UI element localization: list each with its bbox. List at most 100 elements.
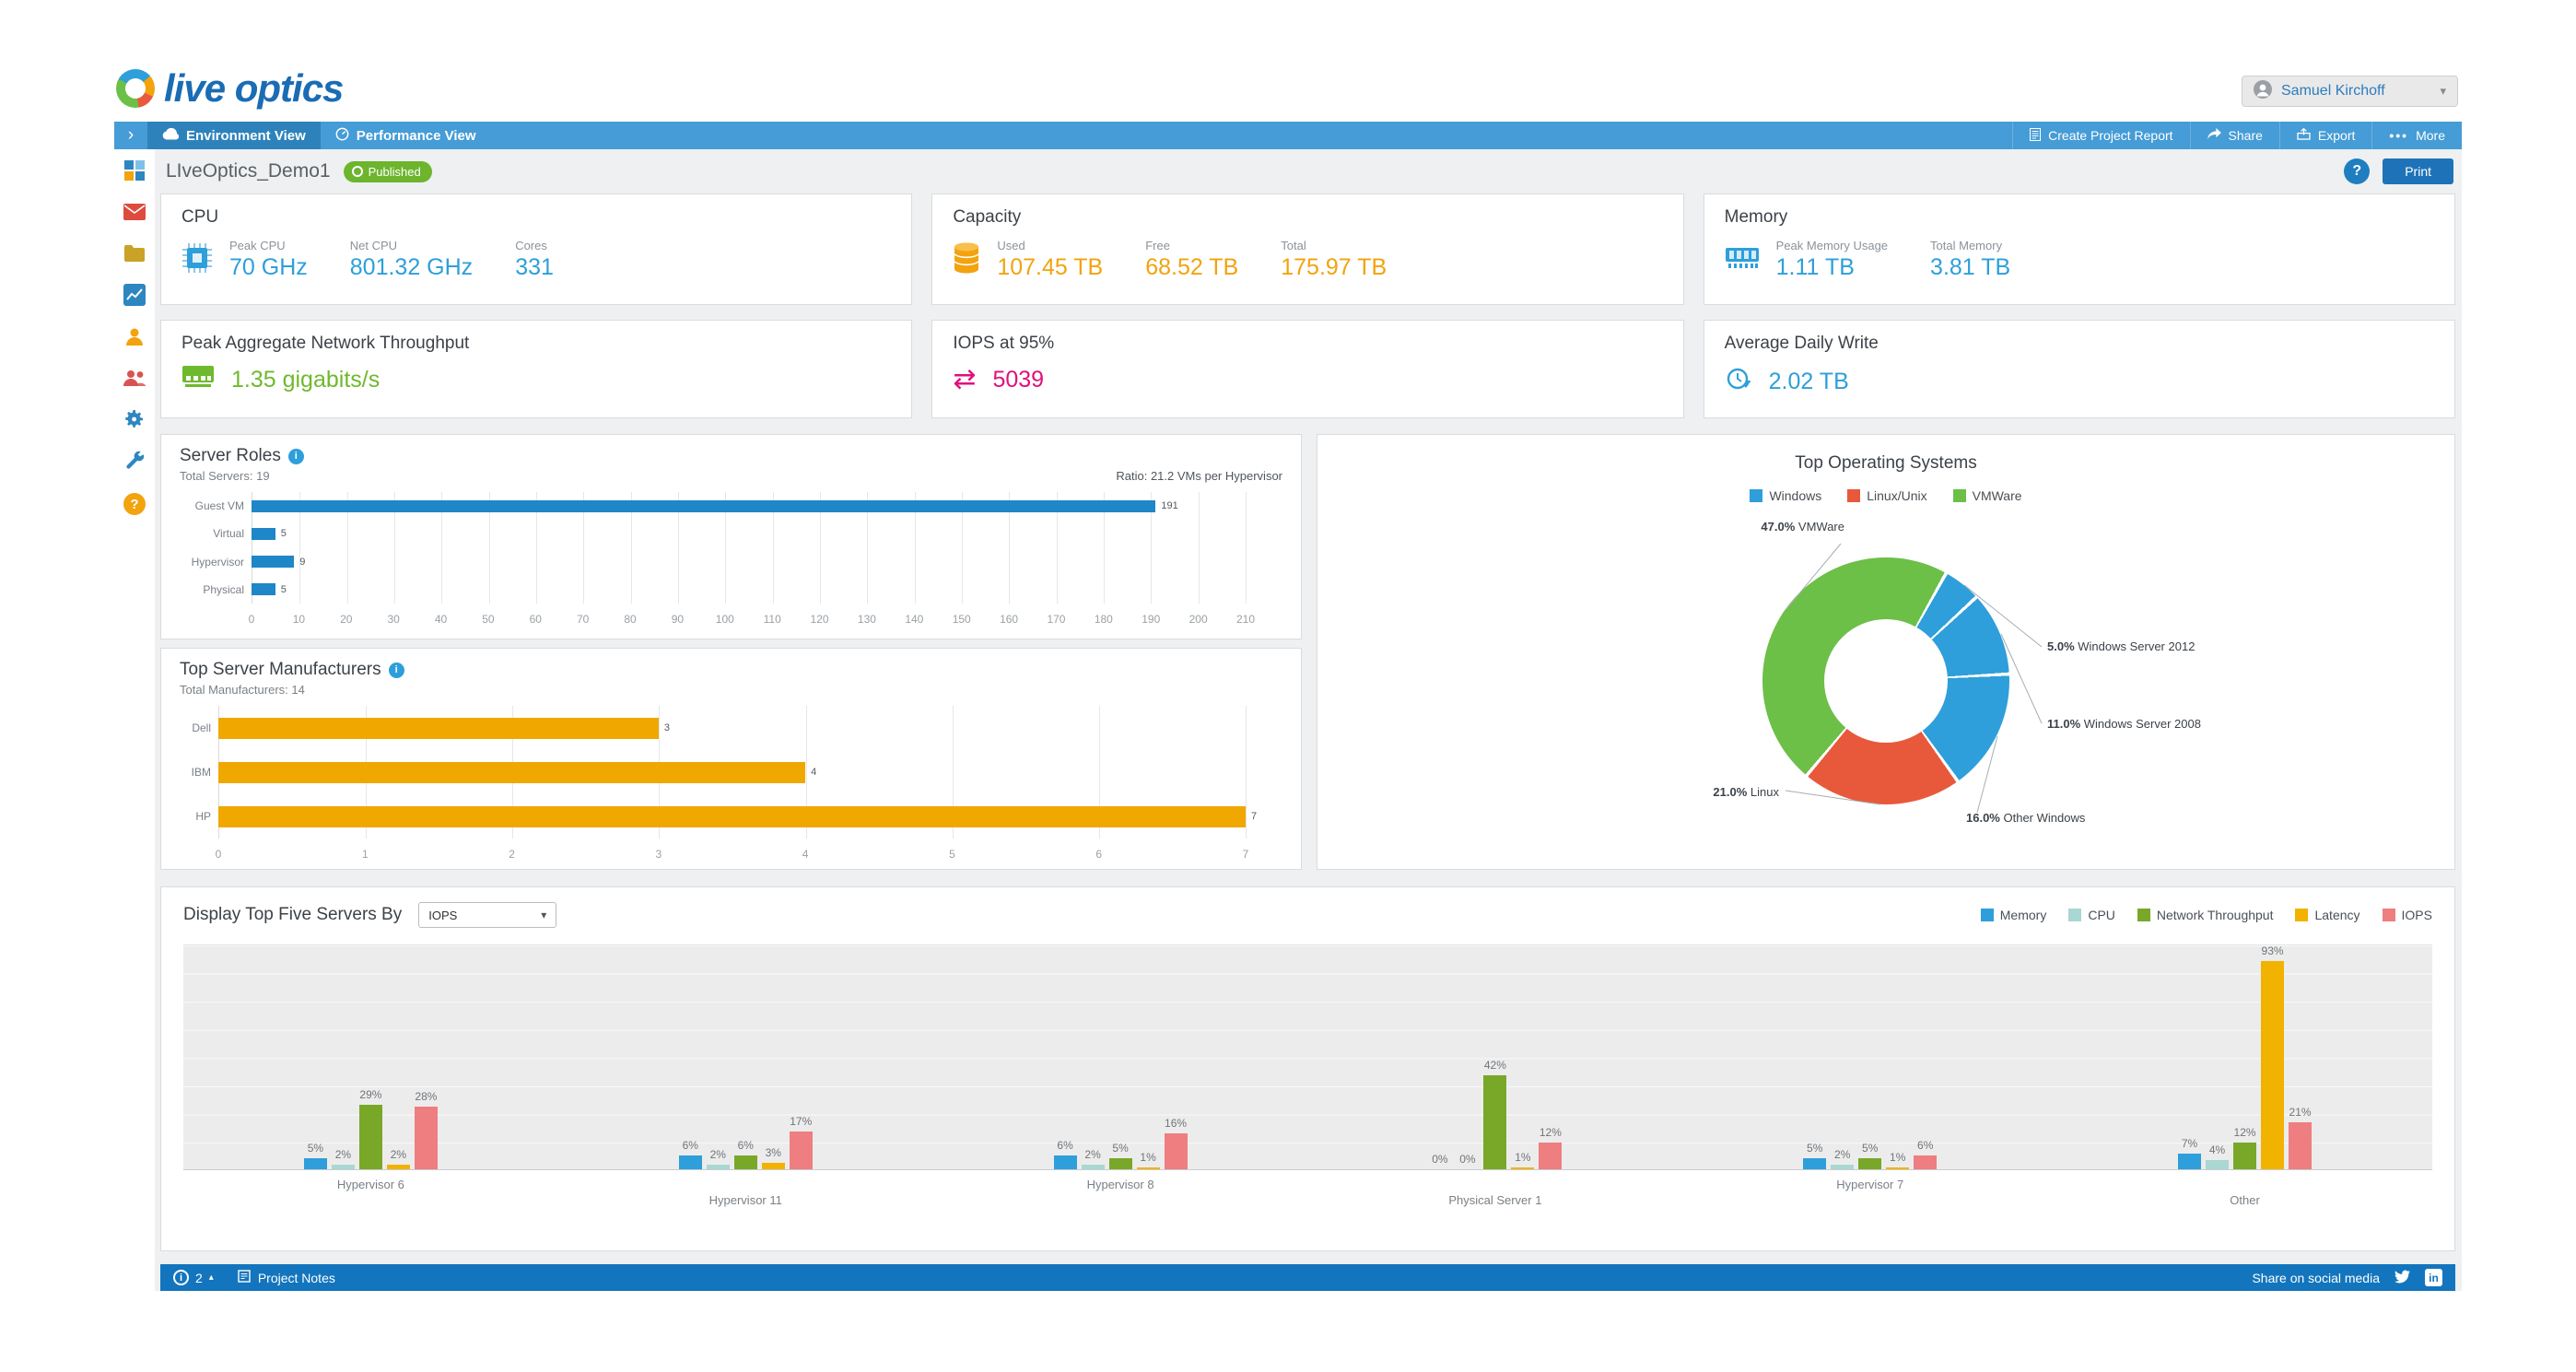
bar-slot: 0% [1428, 945, 1451, 1169]
tab-environment-view[interactable]: Environment View [147, 122, 321, 149]
bar-value-label: 191 [1161, 500, 1178, 512]
bar-value-label: 6% [737, 1139, 754, 1153]
category-label: Dell [192, 721, 211, 734]
bar [1803, 1157, 1827, 1169]
top-server-manufacturers-panel: Top Server Manufacturers i Total Manufac… [160, 648, 1302, 870]
cloud-icon [162, 127, 180, 144]
gridline [1246, 706, 1247, 838]
gridline [394, 492, 395, 604]
bar [358, 1104, 382, 1169]
twitter-icon[interactable] [2395, 1270, 2410, 1286]
category-label: Hypervisor 8 [1086, 1178, 1154, 1191]
sidebar-item-help[interactable]: ? [123, 492, 146, 516]
select-value: IOPS [428, 908, 458, 922]
project-notes-button[interactable]: Project Notes [238, 1270, 335, 1285]
sidebar-item-tools[interactable] [123, 451, 146, 475]
bar [1511, 1167, 1535, 1169]
gridline [914, 492, 916, 604]
sidebar-item-mail[interactable] [123, 202, 146, 226]
bar-row: 3 [218, 717, 1246, 739]
bar-slot: 6% [733, 945, 757, 1169]
sidebar-item-team[interactable] [123, 368, 146, 392]
tick-label: 80 [624, 613, 637, 626]
bar-slot: 5% [1108, 945, 1132, 1169]
bar [1886, 1167, 1910, 1169]
info-icon[interactable]: i [388, 662, 404, 678]
info-icon[interactable]: i [287, 448, 304, 464]
gridline [1198, 492, 1200, 604]
help-button[interactable]: ? [2344, 158, 2371, 184]
share-button[interactable]: Share [2189, 122, 2279, 149]
bar-group: 7% 4% 12% 93% 21% [2057, 944, 2432, 1169]
title-row: LIveOptics_Demo1 Published ? Print [160, 149, 2455, 193]
sidebar-item-reports[interactable] [123, 283, 146, 309]
bar-slot: 2% [331, 945, 355, 1169]
more-button[interactable]: ••• More [2371, 122, 2462, 149]
create-project-report-button[interactable]: Create Project Report [2012, 122, 2189, 149]
user-avatar-icon [2254, 79, 2272, 103]
card-title: Memory [1724, 207, 1788, 227]
tick-label: 6 [1095, 848, 1103, 861]
bar-slot: 2% [1081, 945, 1105, 1169]
sidebar-item-settings[interactable] [123, 409, 146, 433]
bar-slot: 6% [1053, 945, 1077, 1169]
sidebar-item-projects[interactable] [123, 243, 146, 267]
sidebar-collapse-chevron[interactable]: › [127, 125, 135, 145]
bar-value-label: 7% [2181, 1137, 2198, 1150]
display-by-select[interactable]: IOPS ▾ [418, 902, 557, 928]
bar [1858, 1157, 1882, 1169]
plot-area: 3 4 7 0 1 2 3 4 5 6 7 [215, 706, 1282, 861]
export-button[interactable]: Export [2278, 122, 2371, 149]
dashboard-icon [123, 159, 146, 186]
sidebar-item-user[interactable] [123, 326, 146, 350]
live-optics-logo[interactable]: live optics [116, 66, 344, 111]
bar-value-label: 2% [334, 1148, 352, 1162]
info-icon: i [173, 1270, 189, 1285]
gridline [1009, 492, 1011, 604]
category-label: Other [2230, 1193, 2260, 1207]
report-icon [2030, 127, 2042, 144]
ratio-annotation: Ratio: 21.2 VMs per Hypervisor [1116, 469, 1282, 483]
bars: 191 5 9 5 [252, 492, 1246, 604]
category-label: HP [195, 810, 211, 823]
category-label: Guest VM [194, 499, 244, 513]
bar-value-label: 16% [1165, 1117, 1188, 1131]
legend-swatch [1750, 489, 1763, 502]
bar-value-label: 1% [1515, 1150, 1531, 1164]
bar-slot: 5% [303, 945, 327, 1169]
bar [2233, 1142, 2257, 1169]
settings-icon [123, 408, 146, 435]
app-container: live optics Samuel Kirchoff ▾ › Environm… [114, 0, 2462, 1291]
donut-slice-label: 16.0% Other Windows [1966, 811, 2086, 825]
page-title: LIveOptics_Demo1 [166, 160, 331, 182]
category-label: Hypervisor [191, 555, 244, 569]
tick-label: 0 [215, 848, 222, 861]
gridline [820, 492, 821, 604]
summary-cards-row-1: CPU Peak CPU 70 GHz Net CPU 801.32 GHz Cor… [160, 193, 2455, 305]
linkedin-icon[interactable]: in [2425, 1269, 2442, 1286]
gridline [772, 492, 774, 604]
tab-performance-view[interactable]: Performance View [321, 122, 491, 149]
tab-label: Environment View [186, 127, 306, 144]
bar [252, 583, 275, 596]
bar-value-label: 3 [663, 722, 670, 733]
print-button[interactable]: Print [2383, 158, 2453, 184]
gridline [488, 492, 490, 604]
sidebar-item-dashboard[interactable] [123, 159, 146, 186]
notifications-toggle[interactable]: i 2 ▴ [173, 1270, 214, 1285]
tick-label: 10 [292, 613, 306, 626]
bar-slot: 5% [1858, 945, 1882, 1169]
card-title: Capacity [953, 207, 1022, 227]
donut-slice-label: 5.0% Windows Server 2012 [2047, 639, 2195, 653]
bar-value-label: 28% [415, 1089, 438, 1103]
bar [761, 1162, 785, 1169]
iops-card: IOPS at 95% ⇄ 5039 [931, 320, 1684, 418]
legend-swatch [2382, 909, 2395, 921]
bar [789, 1131, 813, 1169]
tick-label: 2 [509, 848, 515, 861]
user-menu[interactable]: Samuel Kirchoff ▾ [2242, 76, 2458, 107]
bar-value-label: 2% [1834, 1148, 1851, 1162]
bars: 3 4 7 [218, 706, 1257, 838]
bar-slot: 21% [2289, 945, 2313, 1169]
legend-swatch [2295, 909, 2309, 921]
